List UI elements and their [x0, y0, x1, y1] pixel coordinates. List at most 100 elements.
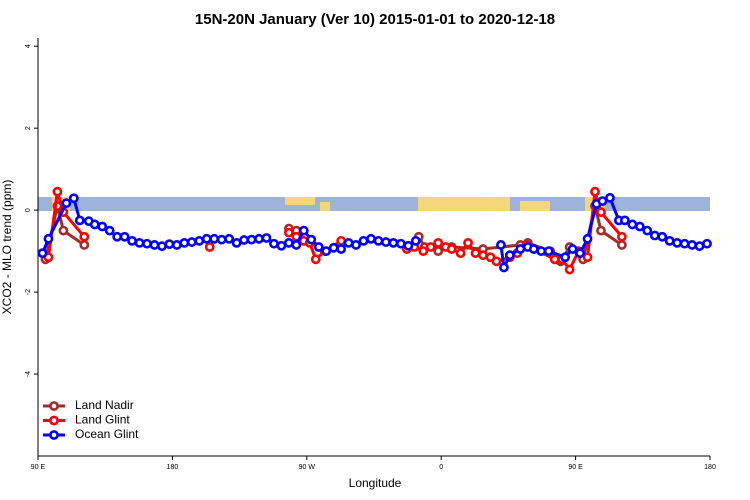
data-point [590, 186, 600, 197]
data-point [619, 215, 630, 226]
legend-marker [49, 415, 59, 426]
data-point [186, 237, 197, 247]
data-point [283, 238, 294, 248]
y-tick-label: 2 [25, 126, 32, 130]
x-tick-label: 90 E [568, 464, 583, 471]
data-point [291, 240, 302, 250]
data-point [254, 233, 264, 244]
data-point [336, 244, 347, 254]
y-tick-label: 0 [25, 208, 32, 212]
data-point [463, 238, 473, 248]
legend-label: Land Nadir [75, 398, 134, 412]
y-tick-label: 4 [25, 44, 32, 48]
data-point [61, 198, 72, 209]
data-point [504, 250, 515, 261]
data-point [672, 238, 683, 248]
data-point [433, 238, 444, 248]
data-point [127, 235, 137, 246]
data-point [298, 225, 309, 236]
data-point [549, 254, 560, 265]
data-point [142, 238, 152, 249]
data-point [627, 219, 638, 230]
data-point [171, 240, 182, 250]
data-point [536, 246, 547, 256]
x-tick-label: 90 E [31, 464, 46, 471]
data-point [43, 233, 54, 244]
data-point [381, 237, 391, 247]
data-point [596, 225, 606, 236]
data-point [679, 238, 690, 249]
data-point [478, 250, 488, 261]
data-point [582, 233, 593, 244]
data-point [388, 238, 399, 248]
legend-label: Ocean Glint [75, 427, 139, 441]
y-tick-label: -4 [25, 371, 32, 377]
data-point [410, 235, 421, 246]
data-point [470, 248, 481, 259]
data-point [664, 235, 675, 246]
data-point [58, 225, 69, 236]
data-point [68, 193, 79, 204]
data-point [328, 242, 339, 253]
data-point [351, 240, 361, 250]
data-point [89, 219, 100, 230]
data-point [157, 241, 167, 252]
data-point [366, 233, 376, 244]
data-point [52, 186, 63, 197]
x-tick-label: 180 [704, 464, 716, 471]
data-point [313, 242, 324, 252]
data-point [418, 246, 429, 256]
data-point [79, 240, 90, 250]
x-tick-label: 180 [167, 464, 179, 471]
data-point [261, 233, 272, 243]
data-point [425, 242, 436, 252]
data-point [119, 231, 130, 242]
data-point [403, 240, 414, 251]
data-point [567, 244, 578, 254]
legend-marker [49, 401, 59, 411]
data-point [231, 238, 242, 248]
chart-title: 15N-20N January (Ver 10) 2015-01-01 to 2… [195, 11, 555, 28]
data-point [343, 238, 354, 248]
data-point [649, 230, 660, 241]
y-tick-label: -2 [25, 289, 32, 295]
x-axis-label: Longitude [349, 476, 402, 490]
data-point [276, 240, 287, 251]
data-point [321, 246, 332, 256]
map-strip [38, 197, 710, 211]
data-point [657, 231, 668, 242]
data-point [455, 248, 466, 259]
data-point [209, 233, 220, 244]
data-point [336, 235, 347, 246]
data-point [634, 221, 645, 232]
data-point [605, 192, 615, 203]
data-point [37, 248, 48, 259]
data-point [79, 231, 90, 242]
data-point [395, 238, 406, 249]
data-point [216, 234, 227, 245]
data-point [269, 238, 279, 249]
data-point [616, 231, 627, 242]
data-point [491, 256, 502, 267]
data-point [194, 235, 205, 246]
data-point [597, 196, 608, 207]
data-point [201, 233, 212, 244]
data-point [575, 248, 585, 259]
data-point [515, 244, 526, 254]
data-point [446, 244, 457, 254]
data-point [104, 225, 115, 236]
data-point [596, 207, 606, 218]
x-tick-label: 0 [439, 464, 443, 471]
data-point [694, 241, 705, 252]
data-point [702, 238, 712, 249]
data-point [224, 233, 235, 244]
data-point [239, 235, 249, 245]
legend-label: Land Glint [75, 413, 130, 427]
data-point [74, 215, 85, 226]
data-point [582, 252, 593, 263]
data-point [687, 240, 697, 250]
data-point [306, 234, 317, 245]
data-point [164, 239, 175, 250]
data-point [433, 246, 444, 256]
